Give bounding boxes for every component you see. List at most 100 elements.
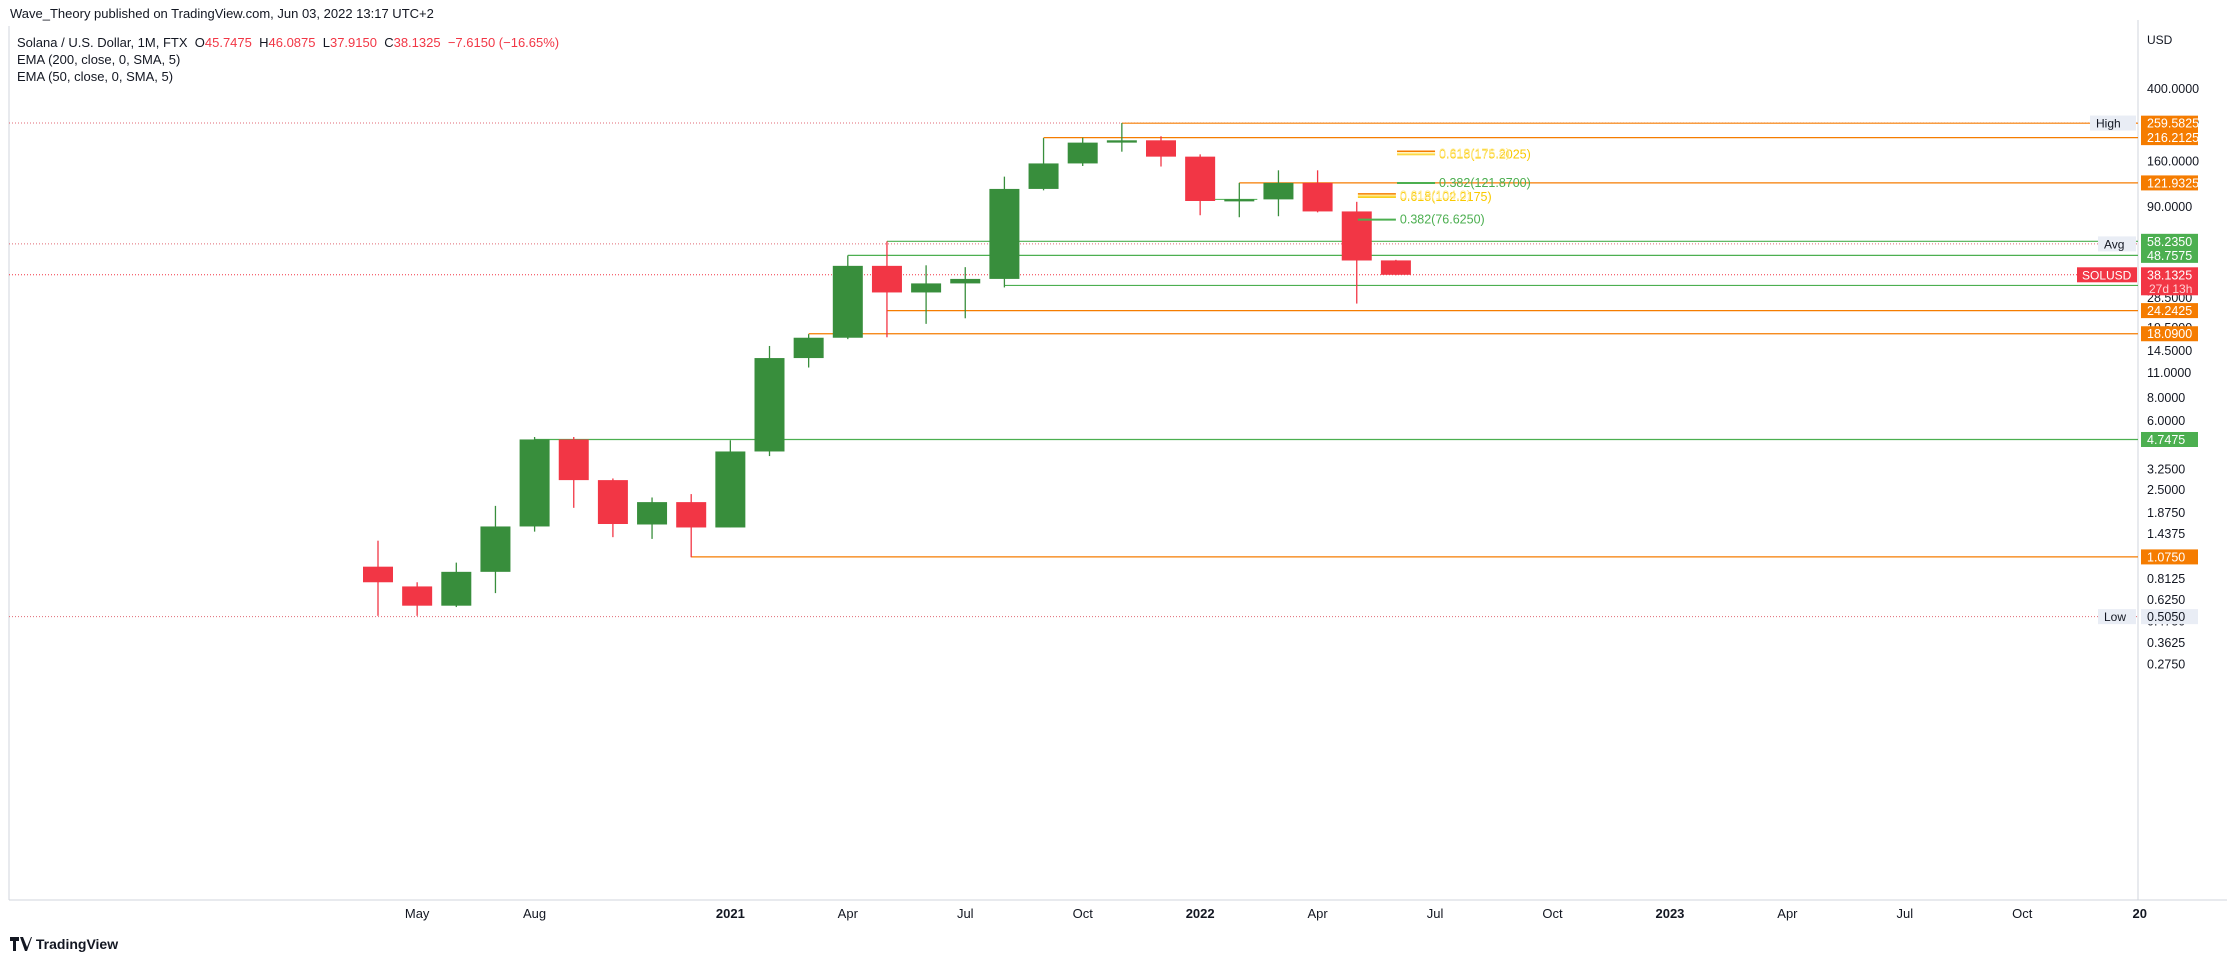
candle-2022-05[interactable]	[1341, 201, 1372, 304]
candle-2020-04[interactable]	[363, 540, 393, 616]
level-label-259.5825-bg	[2141, 115, 2198, 131]
fib-label: 0.618(102.2175)	[1400, 190, 1492, 204]
y-tick-label: 0.3625	[2147, 636, 2185, 650]
current-price-badge	[2141, 267, 2198, 296]
candle-2022-04[interactable]	[1302, 170, 1333, 213]
candle-body	[480, 526, 511, 572]
candle-body	[558, 439, 589, 481]
candle-2021-03[interactable]	[793, 334, 824, 368]
fib-mark[interactable]: 0.382(76.6250)	[1357, 213, 1485, 227]
candle-2022-02[interactable]	[1224, 182, 1255, 218]
x-tick-label: Jul	[1897, 906, 1914, 921]
level-label-1.0750: 1.0750	[2141, 549, 2198, 565]
candle-2020-11[interactable]	[637, 497, 668, 539]
candle-body	[793, 337, 824, 359]
fib-label: 0.382(76.6250)	[1400, 213, 1485, 227]
level-label-48.7575: 48.7575	[2141, 247, 2198, 263]
x-tick-label: Oct	[2012, 906, 2033, 921]
level-label-58.2350-bg	[2141, 233, 2198, 249]
fib-label: 0.382(121.8700)	[1439, 176, 1531, 190]
candle-body	[1224, 199, 1255, 202]
level-label-48.7575-bg	[2141, 247, 2198, 263]
level-label-4.7475: 4.7475	[2141, 431, 2198, 447]
level-label-121.9325-bg	[2141, 175, 2198, 191]
x-tick-label: 2021	[716, 906, 745, 921]
candle-2021-04[interactable]	[832, 255, 863, 340]
candle-2021-08[interactable]	[989, 176, 1020, 288]
x-tick-label: 20	[2133, 906, 2147, 921]
candle-2022-03[interactable]	[1263, 170, 1294, 217]
candle-2021-06[interactable]	[911, 265, 942, 324]
candle-body	[1302, 182, 1333, 212]
fib-mark[interactable]: 0.618(176.8)	[1397, 147, 1510, 161]
fib-mark[interactable]: 0.618(104.0)	[1357, 188, 1471, 202]
candle-2021-12[interactable]	[1146, 136, 1176, 167]
candle-2020-05[interactable]	[402, 582, 433, 616]
level-tag-avg: Avg	[2104, 237, 2124, 251]
level-tag-low: Low	[2104, 610, 2126, 624]
level-tag-high: High	[2096, 117, 2121, 131]
candle-body	[1146, 140, 1176, 157]
fib-label: 0.618(176.8)	[1439, 147, 1510, 161]
level-label-58.2350-text: 58.2350	[2147, 235, 2192, 249]
level-label-216.2125-text: 216.2125	[2147, 131, 2199, 145]
current-price-text: 38.1325	[2147, 268, 2192, 282]
candle-body	[441, 571, 472, 606]
level-label-121.9325-text: 121.9325	[2147, 176, 2199, 190]
candle-body	[597, 480, 628, 525]
level-tag-avg-bg	[2098, 236, 2136, 252]
candle-2020-06[interactable]	[441, 562, 472, 608]
level-price-low-bg	[2141, 609, 2198, 625]
candle-2021-05[interactable]	[871, 241, 902, 338]
candle-2022-06[interactable]	[1380, 259, 1411, 276]
y-tick-label: 1.4375	[2147, 527, 2185, 541]
x-tick-label: May	[405, 906, 430, 921]
candle-2020-09[interactable]	[558, 436, 589, 508]
level-tag-low-bg	[2098, 609, 2136, 625]
x-tick-label: Apr	[838, 906, 859, 921]
level-label-4.7475-bg	[2141, 431, 2198, 447]
candle-body	[950, 278, 981, 284]
candle-2022-01[interactable]	[1185, 154, 1216, 216]
candle-2021-11[interactable]	[1106, 123, 1137, 152]
level-label-1.0750-text: 1.0750	[2147, 550, 2185, 564]
level-tag-high-bg	[2090, 115, 2136, 131]
tradingview-logo-icon	[10, 937, 32, 951]
y-tick-label: 400.0000	[2147, 82, 2199, 96]
fib-mark[interactable]: 0.618(102.2175)	[1357, 190, 1492, 204]
y-tick-label: 0.6250	[2147, 593, 2185, 607]
candle-2020-08[interactable]	[519, 436, 550, 532]
symbol-tag-bg	[2077, 267, 2137, 283]
candle-2021-07[interactable]	[950, 267, 981, 319]
fib-mark[interactable]: 0.382(121.8700)	[1397, 176, 1531, 190]
candle-body	[402, 586, 433, 606]
level-label-18.0900: 18.0900	[2141, 326, 2198, 342]
candle-2021-10[interactable]	[1067, 137, 1098, 167]
fib-label: 0.618(104.0)	[1400, 188, 1471, 202]
candle-2020-10[interactable]	[597, 478, 628, 538]
close-value: 38.1325	[393, 35, 441, 50]
ohlc-row: Solana / U.S. Dollar, 1M, FTX O45.7475 H…	[17, 34, 559, 51]
candle-body	[989, 188, 1020, 279]
open-value: 45.7475	[204, 35, 252, 50]
y-tick-label: 3.2500	[2147, 462, 2185, 476]
tradingview-brand: TradingView	[10, 936, 118, 952]
candle-2020-12[interactable]	[676, 494, 707, 558]
candle-2021-02[interactable]	[754, 345, 785, 457]
level-label-4.7475-text: 4.7475	[2147, 433, 2185, 447]
x-tick-label: Oct	[1073, 906, 1094, 921]
high-value: 46.0875	[268, 35, 316, 50]
level-label-24.2425-text: 24.2425	[2147, 304, 2192, 318]
candle-2021-09[interactable]	[1028, 138, 1059, 191]
candle-body	[637, 502, 668, 525]
candle-2020-07[interactable]	[480, 505, 511, 594]
y-tick-label: 11.0000	[2147, 366, 2191, 380]
indicator-ema-50[interactable]: EMA (50, close, 0, SMA, 5)	[17, 69, 174, 84]
symbol-name: Solana / U.S. Dollar, 1M, FTX	[17, 35, 188, 50]
candle-2021-01[interactable]	[715, 440, 746, 528]
y-tick-label: 160.0000	[2147, 154, 2199, 168]
indicator-ema-200[interactable]: EMA (200, close, 0, SMA, 5)	[17, 52, 181, 67]
x-tick-label: Oct	[1542, 906, 1563, 921]
low-label: L	[322, 35, 330, 50]
